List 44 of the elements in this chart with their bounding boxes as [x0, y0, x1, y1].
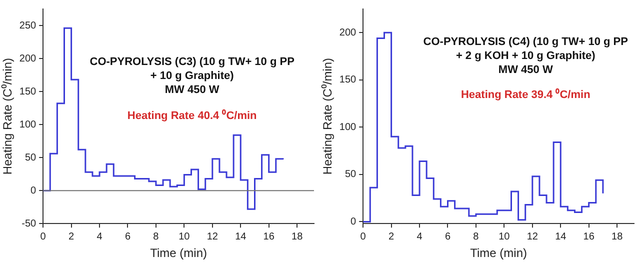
y-tick-label: 0 — [30, 185, 37, 196]
annotation: + 10 g Graphite) — [150, 70, 234, 82]
x-tick-label: 12 — [526, 231, 538, 242]
x-tick-label: 0 — [360, 231, 366, 242]
x-tick-label: 4 — [96, 231, 103, 242]
y-tick-label: 100 — [339, 122, 357, 133]
x-tick-label: 4 — [416, 231, 423, 242]
x-tick-label: 12 — [206, 231, 218, 242]
annotation: Heating Rate 39.4 ⁰C/min — [460, 88, 591, 102]
y-tick-label: 200 — [339, 27, 357, 38]
y-tick-label: 0 — [350, 216, 357, 228]
x-tick-label: 10 — [498, 231, 510, 242]
y-tick-label: -50 — [22, 218, 37, 230]
x-tick-label: 8 — [153, 231, 160, 242]
x-tick-label: 8 — [473, 231, 480, 242]
x-tick-label: 10 — [178, 231, 190, 242]
y-tick-label: 50 — [24, 152, 37, 164]
annotation: CO-PYROLYSIS (C3) (10 g TW+ 10 g PP — [90, 56, 294, 68]
annotation: + 2 g KOH + 10 g Graphite) — [456, 50, 596, 62]
x-tick-label: 2 — [388, 231, 395, 242]
x-tick-label: 16 — [263, 231, 275, 242]
y-tick-label: 50 — [344, 169, 357, 180]
y-tick-label: 150 — [19, 86, 37, 98]
annotation: CO-PYROLYSIS (C4) (10 g TW+ 10 g PP — [423, 36, 628, 48]
x-tick-label: 16 — [583, 231, 595, 242]
x-tick-label: 18 — [292, 231, 304, 242]
x-tick-label: 2 — [68, 231, 75, 242]
x-tick-label: 0 — [40, 231, 46, 242]
y-axis-title: Heating Rate (C⁰/min) — [0, 58, 15, 175]
y-tick-label: 200 — [19, 53, 37, 64]
x-tick-label: 18 — [612, 231, 624, 242]
x-tick-label: 14 — [235, 231, 247, 242]
y-tick-label: 150 — [339, 74, 357, 86]
x-tick-label: 6 — [124, 231, 131, 242]
y-axis-title: Heating Rate (C⁰/min) — [320, 58, 335, 175]
x-axis-title: Time (min) — [150, 246, 207, 260]
y-tick-label: 100 — [19, 119, 37, 130]
annotation: Heating Rate 40.4 ⁰C/min — [127, 109, 258, 122]
x-tick-label: 6 — [444, 231, 451, 242]
y-tick-label: 250 — [19, 20, 37, 32]
x-tick-label: 14 — [555, 231, 567, 242]
x-axis-title: Time (min) — [470, 246, 527, 260]
annotation: MW 450 W — [164, 84, 220, 96]
annotation: MW 450 W — [498, 64, 554, 76]
